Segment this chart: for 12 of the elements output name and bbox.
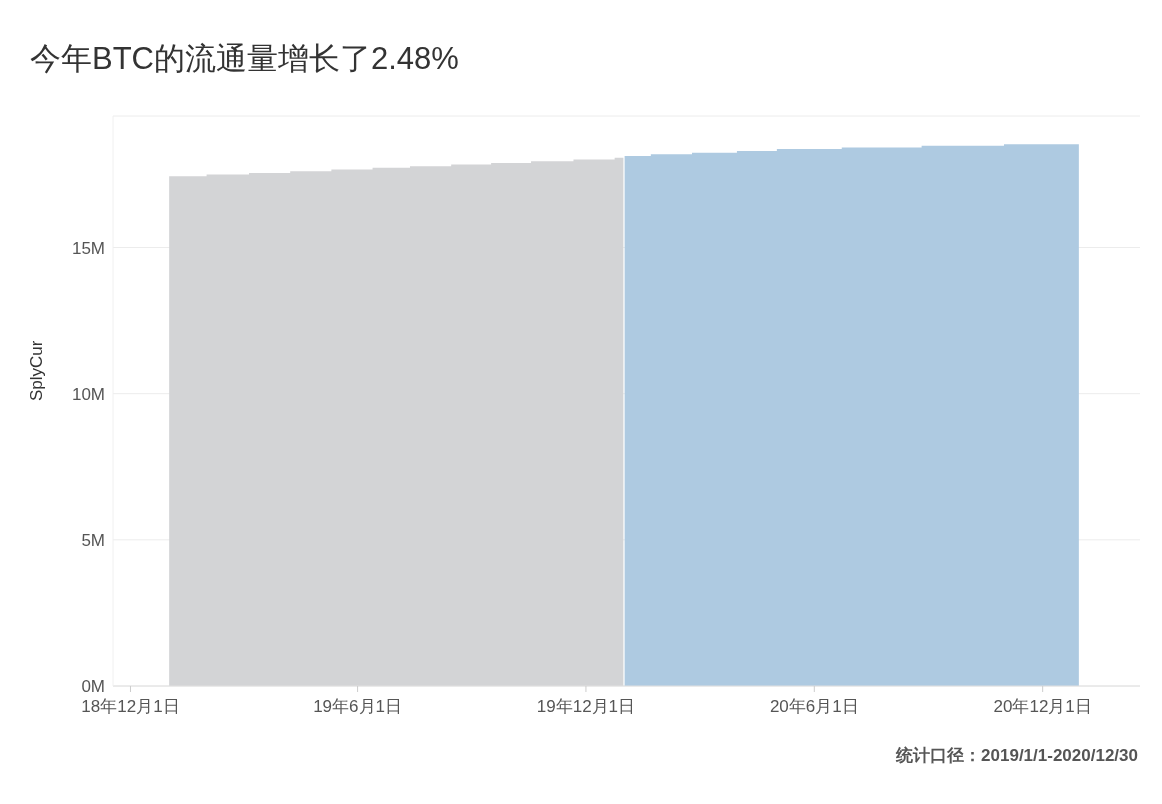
x-tick-label: 18年12月1日 (81, 697, 180, 717)
x-tick-label: 19年6月1日 (313, 697, 402, 717)
y-tick-label: 10M (71, 384, 105, 404)
y-tick-label: 5M (81, 530, 105, 550)
chart-title: 今年BTC的流通量增长了2.48% (29, 40, 460, 78)
x-tick-label: 19年12月1日 (536, 697, 636, 717)
y-tick-label: 0M (81, 677, 105, 697)
y-tick-label: 15M (71, 238, 105, 258)
y-axis-title: SplyCur (27, 340, 47, 401)
x-tick-label: 20年6月1日 (769, 697, 859, 717)
text: 统计口径：2019/1/1-2020/12/30 (895, 745, 1139, 767)
x-tick-label: 20年12月1日 (993, 697, 1092, 717)
